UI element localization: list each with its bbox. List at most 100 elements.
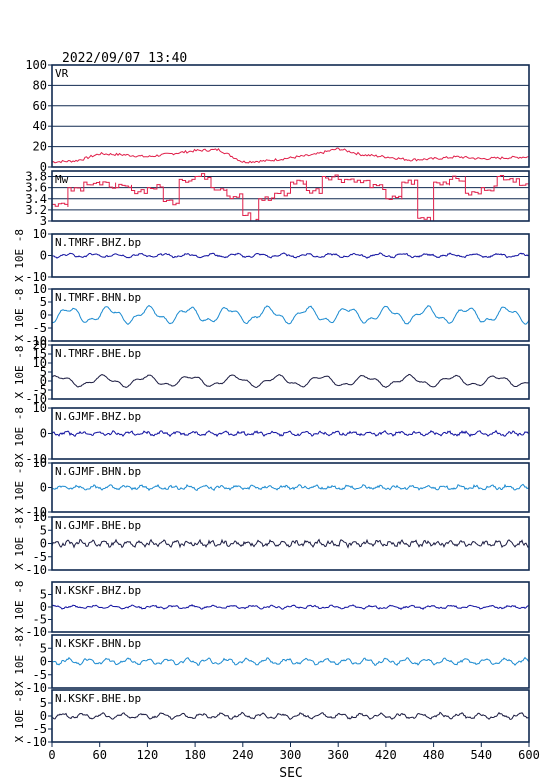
panel-9: -10-505 X 10E -8 N.KSKF.BHZ.bp xyxy=(13,581,530,639)
x-tick-label: 540 xyxy=(470,748,492,762)
y-tick-label: -5 xyxy=(33,383,47,397)
x-tick-label: 420 xyxy=(375,748,397,762)
y-tick-label: 5 xyxy=(40,295,47,309)
y-tick-label: 80 xyxy=(33,78,47,92)
y-tick-label: 3.4 xyxy=(25,192,47,206)
x-tick-label: 480 xyxy=(423,748,445,762)
y-tick-label: 0 xyxy=(40,249,47,263)
y-tick-label: 5 xyxy=(40,588,47,602)
y-tick-label: -10 xyxy=(25,563,47,577)
x-axis: 0 60 120 180 240 300 360 420 480 540 600 xyxy=(48,742,540,762)
panel-7: -10 0 10 X 10E -8 N.GJMF.BHN.bp xyxy=(13,456,530,519)
x-axis-label: SEC xyxy=(279,766,302,781)
y-tick-label: 20 xyxy=(33,140,47,154)
x-tick-label: 360 xyxy=(327,748,349,762)
y-tick-label: -10 xyxy=(25,452,47,466)
panel-frame xyxy=(51,407,530,460)
panel-label: N.GJMF.BHE.bp xyxy=(55,519,141,532)
panel-6: -10 0 10 X 10E -8 N.GJMF.BHZ.bp xyxy=(13,401,530,466)
panel-label: N.TMRF.BHZ.bp xyxy=(55,236,141,249)
series-line xyxy=(51,252,530,259)
panel-frame xyxy=(51,462,530,513)
y-tick-label: 0 xyxy=(40,655,47,669)
y-tick-label: 3 xyxy=(40,214,47,228)
panel-frame xyxy=(51,581,530,633)
y-axis-label: X 10E -8 xyxy=(13,289,26,342)
y-tick-label: -10 xyxy=(25,392,47,406)
y-tick-label: 5 xyxy=(40,696,47,710)
y-tick-label: 0 xyxy=(40,308,47,322)
y-tick-label: -5 xyxy=(33,722,47,736)
panel-label: N.GJMF.BHN.bp xyxy=(55,465,141,478)
y-tick-label: -5 xyxy=(33,550,47,564)
y-tick-label: -10 xyxy=(25,681,47,695)
series-line xyxy=(52,173,530,222)
x-tick-label: 60 xyxy=(92,748,106,762)
y-axis-label: X 10E -8 xyxy=(13,407,26,460)
panel-label: VR xyxy=(55,67,69,80)
series-line xyxy=(51,538,530,549)
y-axis-label: X 10E -8 xyxy=(13,690,26,743)
panel-label: N.TMRF.BHE.bp xyxy=(55,347,141,360)
y-tick-label: 0 xyxy=(40,427,47,441)
y-axis-label: X 10E -8 xyxy=(13,346,26,399)
series-line xyxy=(52,656,530,667)
panel-label: N.KSKF.BHN.bp xyxy=(55,637,141,650)
y-tick-label: 3.2 xyxy=(25,203,47,217)
y-axis-label: X 10E -8 xyxy=(13,461,26,514)
datetime-title: 2022/09/07 13:40 xyxy=(62,51,187,66)
panel-1: 0 20 40 60 80 100 VR xyxy=(25,58,530,174)
y-tick-label: 10 xyxy=(33,282,47,296)
y-tick-label: 5 xyxy=(40,365,47,379)
panel-10: -10-505 X 10E -8 N.KSKF.BHN.bp xyxy=(13,634,530,695)
y-tick-label: 20 xyxy=(33,338,47,352)
y-axis-label: X 10E -8 xyxy=(13,581,26,634)
series-line xyxy=(51,429,530,438)
y-tick-label: 5 xyxy=(40,523,47,537)
panel-frame xyxy=(51,516,530,571)
y-tick-label: 10 xyxy=(33,227,47,241)
x-tick-label: 120 xyxy=(137,748,159,762)
y-tick-label: -5 xyxy=(33,668,47,682)
x-tick-label: 0 xyxy=(48,748,55,762)
panel-frame xyxy=(51,344,530,400)
y-tick-label: -10 xyxy=(25,625,47,639)
panel-frame xyxy=(51,64,530,168)
panel-3: -10 0 10 X 10E -8 N.TMRF.BHZ.bp xyxy=(13,227,530,284)
x-tick-label: 600 xyxy=(518,748,540,762)
panel-label: N.KSKF.BHE.bp xyxy=(55,692,141,705)
y-tick-label: 15 xyxy=(33,347,47,361)
y-tick-label: 0 xyxy=(40,600,47,614)
panel-2: 33.23.43.63.8 Mw xyxy=(25,170,530,228)
y-tick-label: 40 xyxy=(33,119,47,133)
y-tick-label: 3.6 xyxy=(25,181,47,195)
x-tick-label: 180 xyxy=(184,748,206,762)
panel-label: N.GJMF.BHZ.bp xyxy=(55,410,141,423)
y-tick-label: 10 xyxy=(33,456,47,470)
series-line xyxy=(51,604,530,611)
y-tick-label: -10 xyxy=(25,334,47,348)
y-tick-label: -10 xyxy=(25,735,47,749)
y-tick-label: 5 xyxy=(40,641,47,655)
panel-frame xyxy=(51,288,530,342)
panel-label: N.KSKF.BHZ.bp xyxy=(55,584,141,597)
y-tick-label: 10 xyxy=(33,356,47,370)
panel-frame xyxy=(51,634,530,689)
series-line xyxy=(51,147,530,164)
panel-label: Mw xyxy=(55,173,69,186)
y-tick-label: -5 xyxy=(33,613,47,627)
y-axis-label: X 10E -8 xyxy=(13,517,26,570)
y-tick-label: -5 xyxy=(33,321,47,335)
y-axis-label: X 10E -8 xyxy=(13,229,26,282)
series-line xyxy=(51,304,530,326)
y-tick-label: 60 xyxy=(33,99,47,113)
y-tick-label: 0 xyxy=(40,481,47,495)
panel-frame xyxy=(51,170,530,222)
panel-11: -10-505 X 10E -8 N.KSKF.BHE.bp xyxy=(13,689,530,749)
y-tick-label: 3.8 xyxy=(25,170,47,184)
